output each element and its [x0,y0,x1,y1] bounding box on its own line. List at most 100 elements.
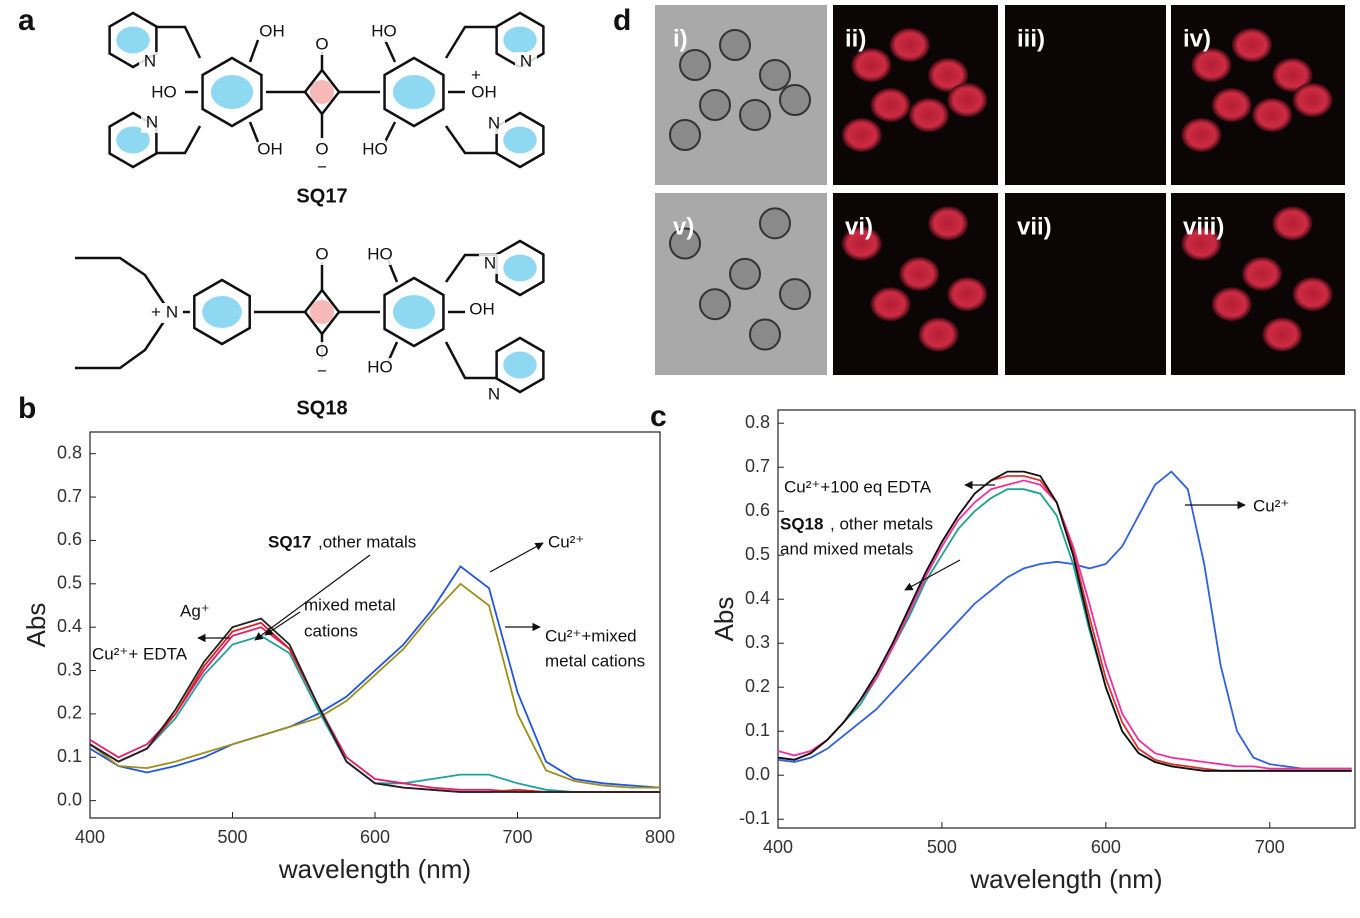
ring [383,276,445,348]
ring [201,56,263,128]
atom-backdrop [311,158,333,178]
atom-backdrop [483,385,505,405]
atom-label: + [471,65,481,84]
annotation: cations [304,621,358,640]
cell [851,48,892,82]
spectrum-line [777,470,1352,772]
y-tick-label: 0.0 [57,789,82,809]
cell [1292,83,1333,117]
ring [383,56,445,128]
bond [156,25,202,59]
annotation: , other metals [830,514,933,533]
x-tick-label: 800 [645,827,675,847]
atom-backdrop [153,83,175,103]
spectrum-line [777,470,1352,770]
micrograph-label: vi) [845,213,873,240]
atom-backdrop [479,254,501,274]
atom-backdrop [311,362,333,382]
micrograph [1005,5,1166,185]
atom-backdrop [261,22,283,42]
y-tick-label: 0.2 [745,676,770,696]
atom-label: HO [151,82,177,101]
x-tick-label: 600 [1091,837,1121,857]
annotation: SQ17 [268,532,311,551]
cell [928,58,969,92]
atom-backdrop [141,113,163,133]
annotation: Cu²⁺+mixed [545,626,637,645]
y-tick-label: 0.3 [745,632,770,652]
atom-label: N [146,112,158,131]
annotation: Cu²⁺ [548,532,584,551]
atom-backdrop [483,114,505,134]
x-axis-label: wavelength (nm) [969,864,1162,894]
cell [719,29,751,61]
bond [444,25,497,59]
annotation: ,other matals [318,532,416,551]
aromatic-glow [503,351,537,379]
bond [444,341,497,380]
bond [75,319,167,370]
annotation-arrow [904,559,961,591]
cell [841,118,882,152]
x-tick-label: 500 [927,837,957,857]
y-tick-label: 0.8 [745,412,770,432]
bond [383,121,397,143]
aromatic-glow [210,75,254,109]
micrograph-label: viii) [1183,213,1224,240]
atom-backdrop [369,358,391,378]
micrographs: i) ii) iii) iv) v) vi) vii) viii) [655,5,1345,375]
aromatic-glow [392,295,436,329]
cell [947,83,988,117]
atom-backdrop [373,22,395,42]
cell [739,99,771,131]
atom-label: N [488,113,500,132]
micrograph-label: iii) [1017,25,1045,52]
atom-label: N [144,51,156,70]
atom-label: − [317,361,327,380]
cell [779,278,811,311]
cell [759,59,791,91]
x-tick-label: 400 [763,837,793,857]
y-tick-label: 0.4 [57,616,82,636]
atom-backdrop [161,303,183,323]
y-tick-label: 0.8 [57,442,82,462]
atom-label: OH [257,139,283,158]
y-tick-label: 0.6 [745,500,770,520]
aromatic-glow [503,254,537,282]
cell [779,84,811,116]
cell [1292,277,1333,312]
aromatic-glow [503,126,537,154]
y-tick-label: -0.1 [739,808,770,828]
bond [156,125,202,155]
cell [749,318,781,351]
cell [1181,118,1222,152]
y-tick-label: 0.6 [57,529,82,549]
bond [75,256,167,306]
bond [444,125,497,155]
annotation: mixed metal [304,595,396,614]
atom-backdrop [311,35,333,55]
y-tick-label: 0.0 [745,764,770,784]
atom-label: N [488,384,500,403]
atom-backdrop [311,342,333,362]
annotation: metal cations [545,651,645,670]
atom-backdrop [471,300,493,320]
spectrum-line [89,617,660,793]
compound-name: SQ17 [296,185,347,207]
annotation: Cu²⁺ [1253,496,1289,515]
atom-backdrop [259,140,281,160]
squaraine-glow [310,300,334,324]
x-tick-label: 400 [75,827,105,847]
aromatic-glow [116,26,150,54]
micrograph-label: iv) [1183,25,1211,52]
atom-backdrop [515,52,537,72]
cell [759,207,791,240]
atom-backdrop [473,83,495,103]
cell [669,119,701,151]
cell [1242,256,1283,291]
cell [1191,48,1232,82]
aromatic-glow [116,126,150,154]
atom-label: O [315,244,328,263]
cell [1262,317,1303,352]
